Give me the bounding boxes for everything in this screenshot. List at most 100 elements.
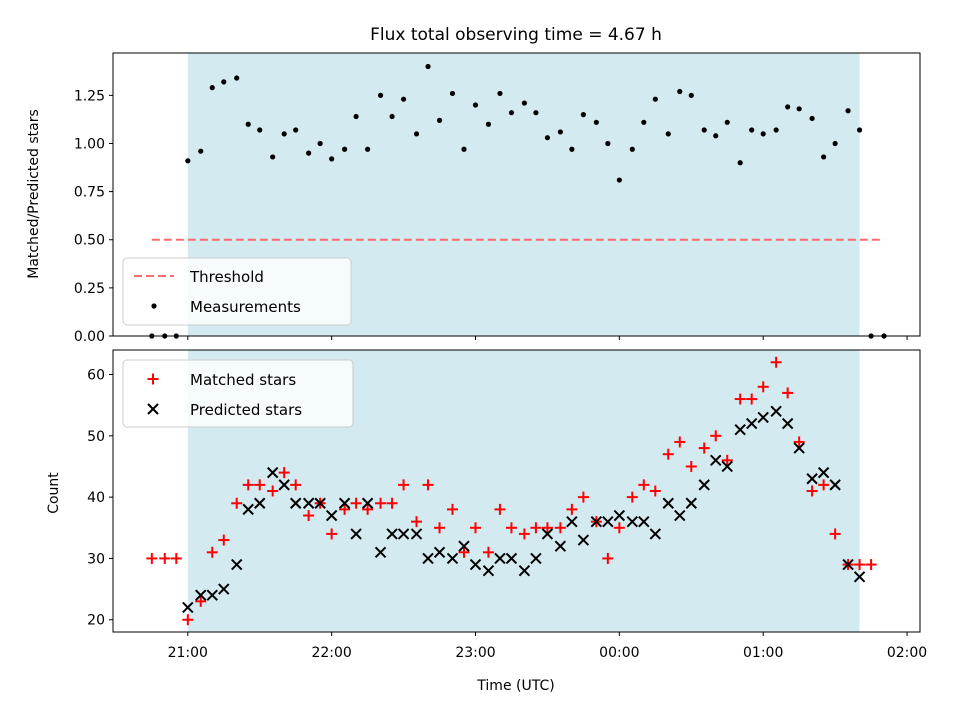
- x-b: [829, 479, 841, 491]
- x-b: [602, 515, 614, 528]
- predicted-star-point: [602, 515, 614, 528]
- count-y-tick-label: 60: [87, 368, 105, 384]
- measurement-point: [845, 108, 851, 114]
- x-b: [433, 546, 446, 559]
- matched-star-point: [746, 393, 758, 405]
- count-y-tick-label: 40: [87, 490, 105, 506]
- x-b: [469, 558, 482, 571]
- measurement-point: [652, 96, 658, 102]
- matched-star-point: [829, 528, 841, 540]
- measurement-point: [257, 127, 263, 133]
- x-b: [638, 515, 650, 528]
- measurement-point: [461, 146, 467, 152]
- matched-star-point: [757, 381, 769, 393]
- predicted-star-point: [266, 466, 279, 479]
- x-b: [374, 546, 387, 559]
- measurement-point: [317, 140, 323, 147]
- matched-star-point: [350, 497, 362, 509]
- predicted-star-point: [698, 479, 710, 491]
- x-b: [195, 589, 207, 601]
- measurement-point: [616, 177, 622, 183]
- ratio-legend: Threshold Measurements: [122, 257, 352, 326]
- ratio-y-tick-label: 0.00: [74, 329, 105, 345]
- predicted-star-point: [278, 479, 290, 491]
- matched-star-point: [793, 436, 805, 448]
- matched-star-point: [566, 503, 578, 515]
- predicted-star-point: [518, 564, 531, 577]
- matched-star-point: [326, 528, 338, 540]
- x-b: [386, 528, 398, 540]
- x-b: [338, 497, 351, 509]
- predicted-star-point: [314, 497, 326, 509]
- legend-box: [122, 359, 354, 428]
- x-tick-label: 23:00: [455, 645, 495, 661]
- measurement-point: [881, 333, 887, 339]
- matched-star-point: [422, 479, 434, 491]
- count-y-tick-label: 30: [87, 551, 105, 567]
- predicted-star-point: [494, 552, 506, 565]
- x-b: [842, 558, 854, 571]
- matched-star-point: [195, 595, 207, 607]
- x-b: [325, 509, 338, 522]
- measurement-point: [341, 146, 348, 152]
- predicted-star-point: [410, 528, 423, 540]
- measurement-point: [737, 160, 743, 166]
- x-b: [541, 528, 554, 540]
- matched-star-point: [231, 497, 243, 509]
- measurement-point: [856, 127, 863, 133]
- x-b: [698, 479, 710, 491]
- matched-star-point: [386, 497, 398, 509]
- measurement-point: [785, 104, 791, 110]
- measurement-point: [400, 96, 407, 102]
- measurement-point: [713, 133, 719, 139]
- matched-star-point: [649, 485, 661, 497]
- matched-star-point: [170, 552, 182, 564]
- measurement-point: [665, 131, 671, 137]
- measurement-point: [436, 117, 443, 123]
- x-tick-label: 00:00: [599, 645, 639, 661]
- predicted-star-point: [530, 552, 542, 565]
- measurement-point: [569, 146, 575, 152]
- predicted-star-point: [638, 515, 650, 528]
- measurement-point: [760, 131, 766, 137]
- predicted-star-point: [242, 503, 254, 516]
- measurement-point: [425, 63, 431, 70]
- predicted-star-point: [458, 540, 470, 552]
- matched-star-point: [411, 516, 423, 528]
- measurement-point: [497, 90, 503, 97]
- measurement-point: [832, 140, 838, 147]
- measurement-point: [773, 127, 779, 133]
- measurement-point: [377, 92, 384, 98]
- measurement-point: [281, 131, 287, 137]
- measurement-point: [821, 154, 827, 160]
- x-b: [206, 589, 218, 601]
- legend-box: [122, 257, 352, 326]
- predicted-star-point: [361, 497, 374, 509]
- matched-star-point: [218, 534, 230, 546]
- measurement-point: [365, 146, 371, 152]
- count-legend: Matched stars Predicted stars: [122, 359, 354, 428]
- x-b: [482, 564, 495, 577]
- x-b: [613, 509, 626, 522]
- measurement-point: [293, 127, 299, 133]
- measurement-point: [198, 148, 204, 154]
- measurement-point: [162, 333, 168, 339]
- legend-threshold-label: Threshold: [189, 268, 264, 286]
- x-tick-label: 01:00: [743, 645, 783, 661]
- predicted-star-point: [446, 552, 459, 565]
- measurement-point: [724, 119, 730, 125]
- predicted-star-point: [710, 454, 722, 467]
- predicted-star-point: [734, 423, 746, 436]
- predicted-star-point: [554, 540, 567, 552]
- x-b: [218, 583, 230, 595]
- matched-star-point: [782, 387, 794, 399]
- matched-star-point: [613, 522, 625, 534]
- predicted-star-point: [685, 497, 697, 509]
- predicted-star-point: [206, 589, 218, 601]
- measurement-point: [641, 119, 647, 125]
- measurement-point: [796, 106, 802, 112]
- x-b: [577, 534, 590, 546]
- predicted-star-point: [325, 509, 338, 522]
- legend-predicted-label: Predicted stars: [190, 401, 302, 419]
- legend-measurement-label: Measurements: [190, 298, 301, 316]
